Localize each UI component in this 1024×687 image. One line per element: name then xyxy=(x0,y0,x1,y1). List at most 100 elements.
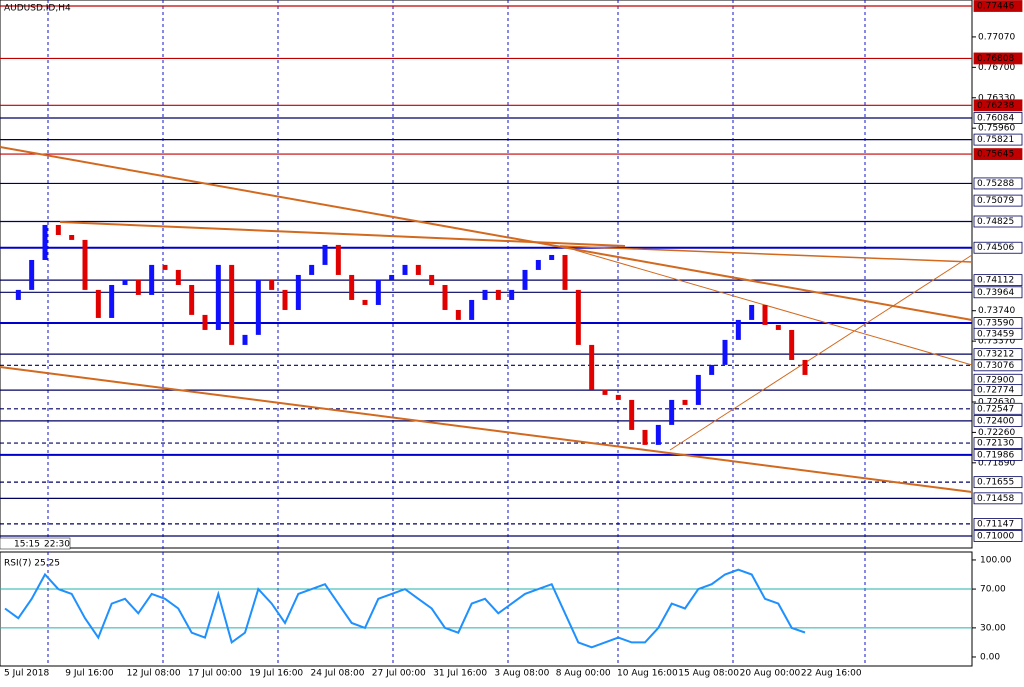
x-tick-label: 10 Aug 16:00 xyxy=(617,669,678,679)
candle-body xyxy=(469,299,475,320)
level-label-box xyxy=(973,449,1023,461)
candle-body xyxy=(522,269,528,290)
candle-body xyxy=(682,399,688,405)
candle-body xyxy=(349,274,355,300)
price-pane xyxy=(0,0,973,549)
candle-body xyxy=(669,399,675,425)
candle-body xyxy=(335,244,341,275)
y-tick-label: 0.73740 xyxy=(978,306,1015,316)
level-label: 0.72547 xyxy=(977,404,1014,414)
candle-body xyxy=(255,279,261,335)
level-label-box xyxy=(973,274,1023,287)
rsi-pane xyxy=(0,551,973,667)
x-tick-label: 17 Jul 00:00 xyxy=(188,669,242,679)
level-label: 0.73964 xyxy=(977,288,1014,298)
candle-body xyxy=(589,344,595,390)
x-tick-label: 8 Aug 00:00 xyxy=(556,669,611,679)
candle-body xyxy=(295,274,301,310)
candle-body xyxy=(602,389,608,395)
level-label: 0.73076 xyxy=(977,361,1014,371)
time-marker: 22:30 xyxy=(44,540,70,550)
y-tick-label: 0.72630 xyxy=(978,397,1015,407)
candle-body xyxy=(322,244,328,265)
candle-body xyxy=(655,424,661,445)
y-tick-label: 0.71890 xyxy=(978,458,1015,468)
candle-body xyxy=(15,289,21,300)
level-label: 0.71986 xyxy=(977,450,1014,460)
level-label: 0.77446 xyxy=(977,2,1014,12)
x-tick-label: 19 Jul 16:00 xyxy=(249,669,303,679)
candle-body xyxy=(562,254,568,290)
level-label-box xyxy=(973,359,1023,372)
candle-body xyxy=(389,274,395,280)
y-tick-label: 0.73370 xyxy=(978,337,1015,347)
x-tick-label: 20 Aug 00:00 xyxy=(740,669,801,679)
candle-body xyxy=(642,429,648,445)
level-label-box xyxy=(973,414,1023,427)
candle-body xyxy=(309,264,315,275)
level-label: 0.76238 xyxy=(977,101,1014,111)
level-label-box xyxy=(973,327,1023,340)
level-label: 0.75079 xyxy=(977,196,1014,206)
candle-body xyxy=(29,259,35,290)
candle-body xyxy=(482,289,488,300)
y-tick-label: 0.76700 xyxy=(978,63,1015,73)
trend-lines xyxy=(0,146,973,493)
level-label: 0.75288 xyxy=(977,179,1014,189)
candle-body xyxy=(109,284,115,318)
x-tick-label: 3 Aug 08:00 xyxy=(494,669,549,679)
x-tick-label: 27 Jul 00:00 xyxy=(372,669,426,679)
x-tick-label: 5 Jul 2018 xyxy=(4,669,49,679)
candle-body xyxy=(402,264,408,275)
level-label: 0.73590 xyxy=(977,319,1014,329)
candle-body xyxy=(802,359,808,375)
level-label: 0.71458 xyxy=(977,494,1014,504)
candle-body xyxy=(82,239,88,290)
candle-body xyxy=(429,274,435,285)
candle-body xyxy=(775,324,781,330)
candle-body xyxy=(215,264,221,330)
y-tick-label: 0.72260 xyxy=(978,428,1015,438)
candle-body xyxy=(55,224,61,235)
level-label-box xyxy=(973,286,1023,299)
candle-body xyxy=(735,319,741,340)
candle-body xyxy=(162,264,168,270)
candle-body xyxy=(695,374,701,405)
x-tick-label: 9 Jul 16:00 xyxy=(65,669,114,679)
x-tick-label: 24 Jul 08:00 xyxy=(311,669,365,679)
level-label-box xyxy=(973,518,1023,530)
candle-body xyxy=(175,269,181,285)
candle-body xyxy=(549,254,555,260)
level-label: 0.74112 xyxy=(977,276,1014,286)
chart-title: AUDUSD.ID,H4 xyxy=(4,4,71,14)
level-label: 0.75821 xyxy=(977,135,1014,145)
y-tick-label: 70.00 xyxy=(980,585,1006,595)
candle-body xyxy=(149,264,155,295)
level-label-box xyxy=(973,241,1023,254)
level-label: 0.71000 xyxy=(977,531,1014,541)
level-label-box xyxy=(973,148,1023,160)
candle-body xyxy=(789,329,795,360)
candle-body xyxy=(722,339,728,365)
level-label-box xyxy=(973,402,1023,415)
x-tick-label: 15 Aug 08:00 xyxy=(678,669,739,679)
y-tick-label: 30.00 xyxy=(980,623,1006,633)
candle-body xyxy=(709,364,715,375)
level-label-box xyxy=(973,52,1023,65)
candle-body xyxy=(95,289,101,318)
level-label: 0.71147 xyxy=(977,519,1014,529)
x-tick-label: 31 Jul 16:00 xyxy=(433,669,487,679)
y-tick-label: 0.00 xyxy=(980,652,1000,662)
y-tick-label: 0.77070 xyxy=(978,32,1015,42)
time-marker: 15:15 xyxy=(14,540,40,550)
level-label: 0.76084 xyxy=(977,113,1014,123)
candle-body xyxy=(242,334,248,345)
candle-body xyxy=(202,314,208,330)
candle-body xyxy=(442,284,448,310)
time-marker-box xyxy=(0,537,71,550)
level-label-box xyxy=(973,0,1023,12)
level-label: 0.76808 xyxy=(977,54,1014,64)
rsi-line xyxy=(4,568,806,649)
rsi-title: RSI(7) 25.25 xyxy=(4,559,60,569)
